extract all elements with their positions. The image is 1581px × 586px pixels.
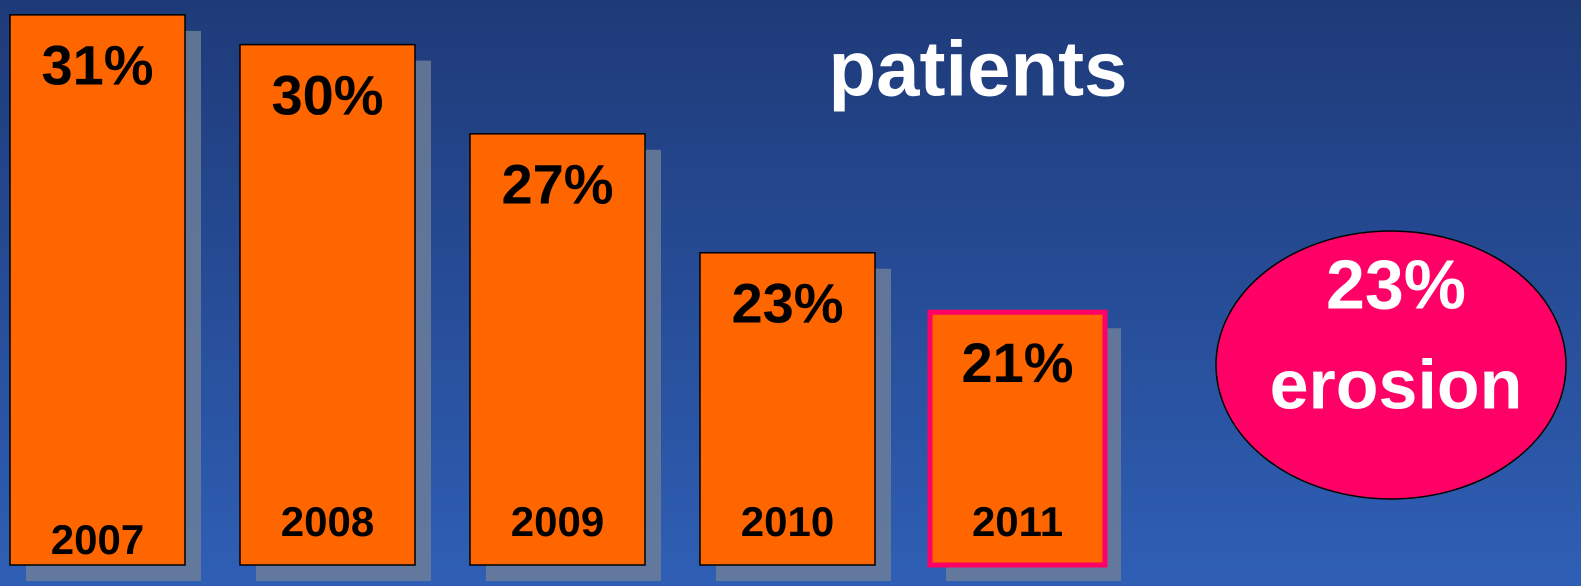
- value-label: 27%: [501, 153, 613, 216]
- annotation-ellipse: [1215, 230, 1567, 500]
- x-tick-label: 2007: [51, 516, 144, 563]
- annotation-text: 23%: [1326, 245, 1466, 323]
- x-tick-label: 2009: [511, 498, 604, 545]
- bar: [699, 252, 876, 566]
- bar: [469, 133, 646, 566]
- x-tick-label: 2011: [972, 498, 1063, 545]
- bar: [927, 309, 1108, 568]
- value-label: 30%: [271, 63, 383, 126]
- bar: [239, 43, 416, 566]
- value-label: 23%: [731, 272, 843, 335]
- bar: [9, 14, 186, 566]
- x-tick-label: 2008: [281, 498, 374, 545]
- annotation-text: erosion: [1270, 345, 1523, 423]
- x-tick-label: 2010: [741, 498, 834, 545]
- value-label: 21%: [961, 331, 1073, 394]
- value-label: 31%: [41, 34, 153, 97]
- chart-title: patients: [828, 25, 1127, 113]
